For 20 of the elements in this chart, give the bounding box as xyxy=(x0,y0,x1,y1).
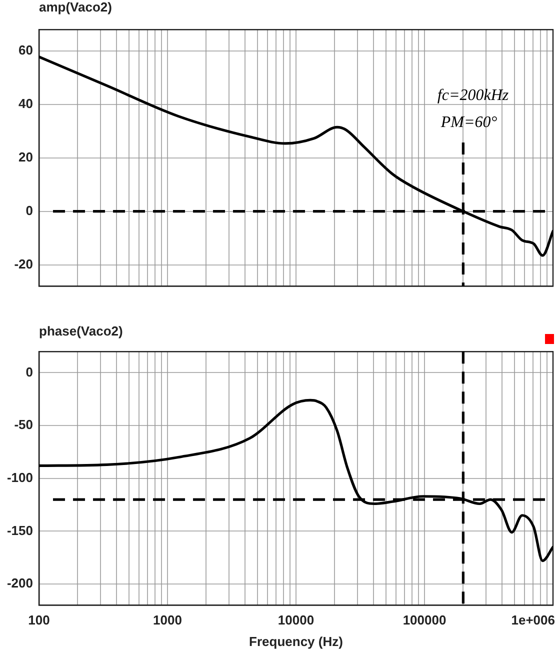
y-tick-label: -150 xyxy=(6,522,33,538)
y-tick-label: -200 xyxy=(6,576,33,591)
y-tick-label: 0 xyxy=(26,364,33,380)
y-tick-label: 40 xyxy=(18,96,33,112)
y-tick-label: -50 xyxy=(14,417,33,432)
y-tick-label: -20 xyxy=(14,256,33,272)
y-tick-label: 60 xyxy=(18,42,33,58)
y-tick-label: 20 xyxy=(18,149,33,164)
y-tick-label: 0 xyxy=(26,202,33,218)
x-tick-label: 10000 xyxy=(278,612,314,628)
annotation: PM=60° xyxy=(440,114,498,131)
chart-title: amp(Vaco2) xyxy=(39,0,112,14)
x-tick-label: 100000 xyxy=(402,612,446,628)
annotation: fc=200kHz xyxy=(437,86,510,104)
y-tick-label: -100 xyxy=(6,470,33,485)
chart-title: phase(Vaco2) xyxy=(39,323,123,338)
x-tick-label: 1e+006 xyxy=(511,612,556,628)
x-tick-label: 100 xyxy=(28,612,50,628)
x-tick-label: 1000 xyxy=(153,612,182,628)
x-axis-title: Frequency (Hz) xyxy=(249,634,343,649)
